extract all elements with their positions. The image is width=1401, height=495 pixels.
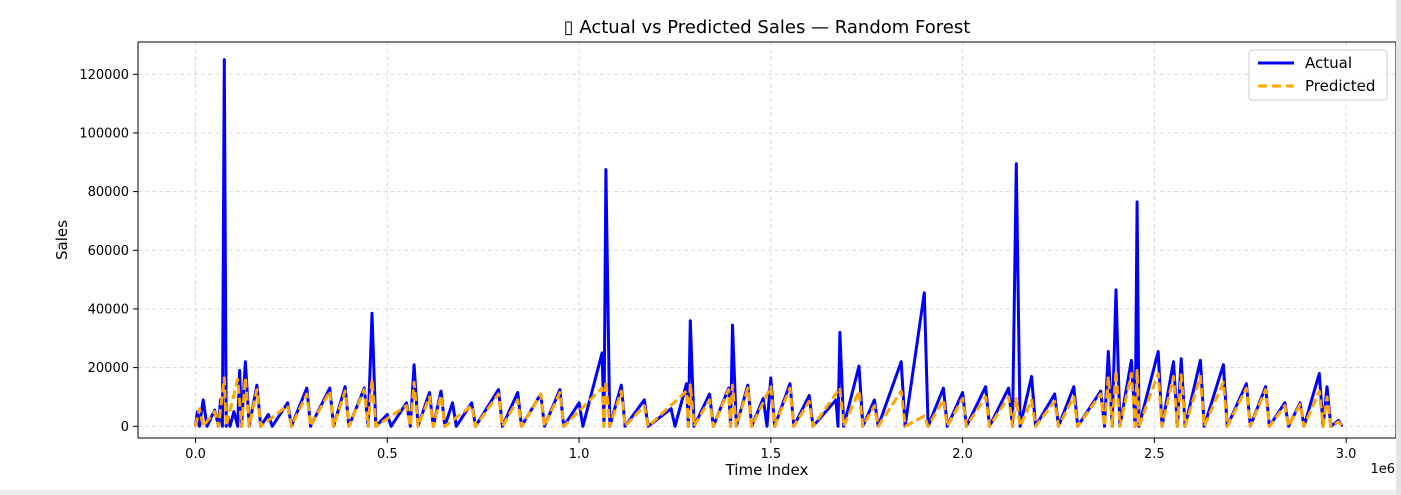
window-edge-bottom [0,490,1396,495]
x-tick-label: 3.0 [1336,447,1357,462]
x-tick-label: 2.5 [1144,447,1165,462]
y-axis-label: Sales [53,220,71,260]
y-axis-ticks: 0 20000 40000 60000 80000 100000 120000 [79,68,138,435]
y-tick-label: 120000 [79,68,129,83]
y-tick-label: 40000 [88,302,129,317]
legend: Actual Predicted [1248,49,1388,101]
chart-title: ▯ Actual vs Predicted Sales — Random For… [564,17,971,38]
series-lines [194,58,1344,428]
x-tick-label: 1.0 [569,447,590,462]
x-axis-label: Time Index [725,461,809,479]
x-tick-label: 1.5 [760,447,781,462]
legend-label-predicted: Predicted [1305,77,1375,95]
y-tick-label: 60000 [88,244,129,259]
x-tick-label: 0.0 [185,447,206,462]
x-axis-ticks: 0.0 0.5 1.0 1.5 2.0 2.5 3.0 [185,438,1356,462]
y-tick-label: 0 [121,420,129,435]
y-tick-label: 80000 [88,185,129,200]
x-axis-offset-label: 1e6 [1370,462,1395,477]
window-edge-right [1396,0,1401,495]
plot-frame [137,41,1397,439]
y-tick-label: 20000 [88,361,129,376]
series-line-predicted [194,369,1344,428]
legend-label-actual: Actual [1305,54,1352,72]
x-tick-label: 0.5 [377,447,398,462]
x-tick-label: 2.0 [952,447,973,462]
y-tick-label: 100000 [79,126,129,141]
series-line-actual [194,58,1344,428]
grid-lines [138,42,1396,438]
